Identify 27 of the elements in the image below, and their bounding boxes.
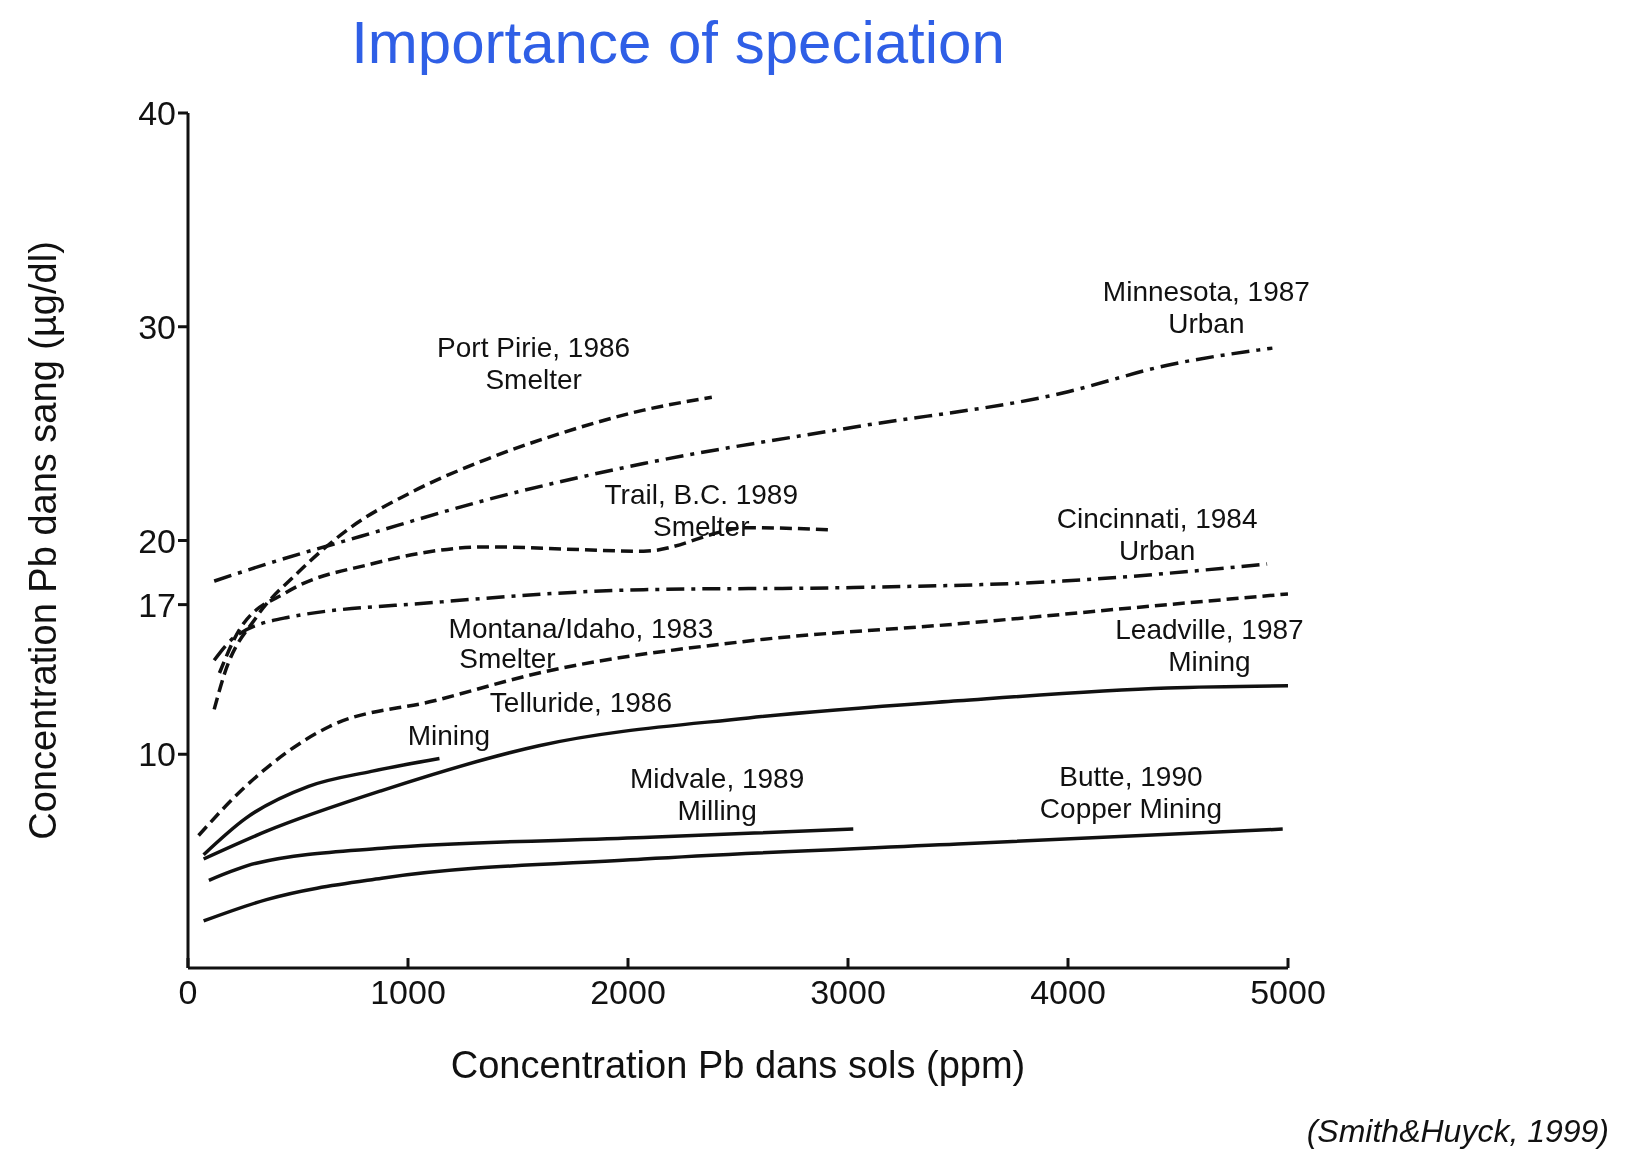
x-tick-label: 2000 xyxy=(590,973,666,1012)
chart-title: Importance of speciation xyxy=(350,8,1006,77)
x-tick-label: 3000 xyxy=(810,973,886,1012)
line-series xyxy=(201,684,1288,861)
y-axis-title: Concentration Pb dans sang (µg/dl) xyxy=(22,241,65,840)
series-label: Port Pirie, 1986 Smelter xyxy=(437,331,631,395)
text: (Smith&Huyck, 1999) xyxy=(1306,1113,1609,1150)
y-tick-label: 20 xyxy=(138,521,176,560)
series-label: Minnesota, 1987 Urban xyxy=(1102,276,1310,340)
x-axis-title: Concentration Pb dans sols (ppm) xyxy=(450,1044,1026,1086)
y-tick-label: 40 xyxy=(138,94,176,133)
x-tick-label: 1000 xyxy=(370,973,446,1012)
series-label: Trail, B.C. 1989 Smelter xyxy=(604,479,798,543)
x-tick-label: 5000 xyxy=(1250,973,1326,1012)
line-series xyxy=(201,827,1285,923)
x-tick-label: 4000 xyxy=(1030,973,1106,1012)
x-tick-label: 0 xyxy=(178,973,198,1012)
y-tick-label: 30 xyxy=(138,307,176,346)
series-label: Cincinnati, 1984 Urban xyxy=(1056,502,1258,566)
y-tick-label: 17 xyxy=(138,585,176,624)
series-label: Leadville, 1987 Mining xyxy=(1115,613,1304,677)
series-label: Midvale, 1989 Milling xyxy=(629,763,805,827)
series-label: Montana/Idaho, 1983 Smelter xyxy=(448,612,714,674)
line-series xyxy=(207,827,856,883)
y-tick-label: 10 xyxy=(138,735,176,774)
series-label: Butte, 1990 Copper Mining xyxy=(1039,761,1222,825)
series-label: Telluride, 1986 Mining xyxy=(407,687,672,751)
